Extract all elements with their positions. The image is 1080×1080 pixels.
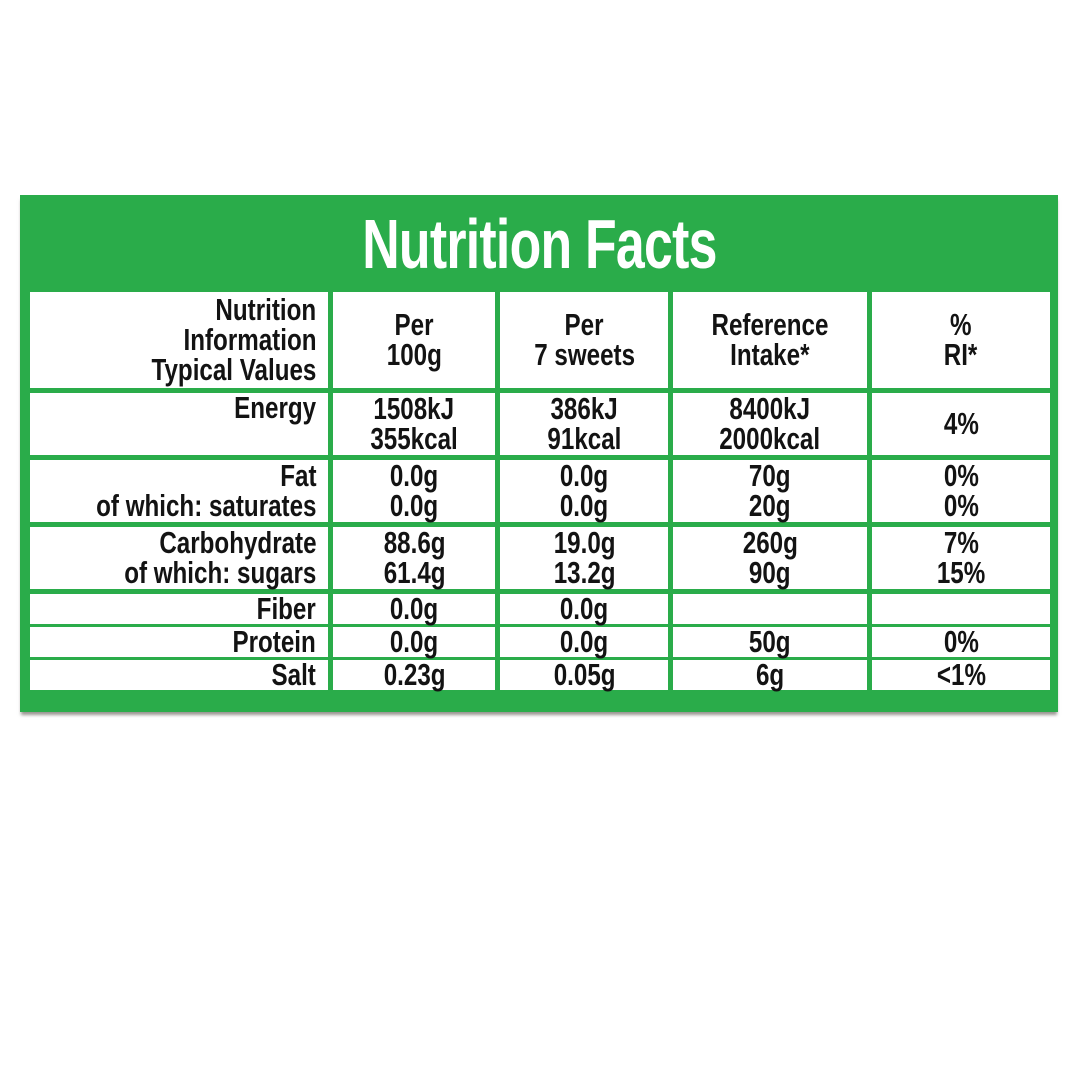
header-per-100g-line-2: 100g — [386, 337, 442, 372]
fiber-cell-reference-intake — [673, 594, 868, 624]
nutrition-facts-panel: Nutrition Facts Nutrition Information Typi… — [20, 195, 1058, 712]
carbohydrate-per-100g-line-2: 61.4g — [383, 555, 446, 590]
table-row-protein: Protein 0.0g 0.0g 50g 0% — [30, 624, 1050, 659]
table-row-salt: Salt 0.23g 0.05g 6g <1% — [30, 657, 1050, 692]
header-reference-intake-line-1: Reference — [711, 307, 829, 342]
protein-label-line-1: Protein — [232, 624, 317, 659]
protein-cell-reference-intake: 50g — [673, 624, 868, 659]
salt-cell-reference-intake: 6g — [673, 657, 868, 692]
fat-per-7-sweets-line-2: 0.0g — [560, 488, 609, 523]
fiber-label-line-1: Fiber — [257, 591, 317, 626]
salt-cell-percent-ri: <1% — [872, 657, 1050, 692]
fat-per-100g-line-1: 0.0g — [390, 458, 439, 493]
fat-label-line-2: of which: saturates — [95, 488, 317, 523]
fat-label-line-1: Fat — [279, 458, 317, 493]
fiber-cell-per-7-sweets: 0.0g — [500, 591, 669, 626]
energy-per-7-sweets-line-2: 91kcal — [547, 421, 622, 456]
energy-cell-per-100g: 1508kJ 355kcal — [333, 391, 496, 456]
fat-cell-per-7-sweets: 0.0g 0.0g — [500, 458, 669, 523]
header-cell-per-100g: Per 100g — [333, 292, 496, 388]
fat-percent-ri-line-1: 0% — [943, 458, 979, 493]
fiber-cell-label: Fiber — [30, 591, 329, 626]
fiber-cell-per-100g: 0.0g — [333, 591, 496, 626]
protein-cell-label: Protein — [30, 624, 329, 659]
title-band: Nutrition Facts — [20, 195, 1058, 292]
energy-per-7-sweets-line-1: 386kJ — [550, 391, 618, 426]
salt-reference-intake-line-1: 6g — [756, 657, 785, 692]
salt-percent-ri-line-1: <1% — [936, 657, 986, 692]
table-row-fiber: Fiber 0.0g 0.0g — [30, 591, 1050, 626]
fat-per-7-sweets-line-1: 0.0g — [560, 458, 609, 493]
fat-percent-ri-line-2: 0% — [943, 488, 979, 523]
carbohydrate-cell-label: Carbohydrate of which: sugars — [30, 525, 329, 590]
protein-cell-percent-ri: 0% — [872, 624, 1050, 659]
header-label-line-1: Nutrition — [215, 292, 317, 327]
header-cell-reference-intake: Reference Intake* — [673, 292, 868, 388]
salt-cell-label: Salt — [30, 657, 329, 692]
salt-cell-per-100g: 0.23g — [333, 657, 496, 692]
energy-cell-label: Energy — [30, 390, 329, 455]
header-percent-ri-line-1: % — [950, 307, 972, 342]
fat-cell-reference-intake: 70g 20g — [673, 458, 868, 523]
fiber-per-100g-line-1: 0.0g — [390, 591, 439, 626]
energy-cell-per-7-sweets: 386kJ 91kcal — [500, 391, 669, 456]
carbohydrate-percent-ri-line-2: 15% — [936, 555, 986, 590]
carbohydrate-per-100g-line-1: 88.6g — [383, 525, 446, 560]
protein-cell-per-100g: 0.0g — [333, 624, 496, 659]
carbohydrate-cell-per-7-sweets: 19.0g 13.2g — [500, 525, 669, 590]
energy-cell-reference-intake: 8400kJ 2000kcal — [673, 391, 868, 456]
header-cell-label: Nutrition Information Typical Values — [30, 292, 329, 388]
fiber-cell-percent-ri — [872, 594, 1050, 624]
energy-reference-intake-line-2: 2000kcal — [719, 421, 821, 456]
fat-cell-label: Fat of which: saturates — [30, 458, 329, 523]
salt-label-line-1: Salt — [271, 657, 317, 692]
table-row-energy: Energy 1508kJ 355kcal 386kJ 91kcal 8400kJ 2000… — [30, 390, 1050, 456]
table-row-header: Nutrition Information Typical Values Per 100… — [30, 292, 1050, 388]
header-per-7-sweets-line-1: Per — [564, 307, 604, 342]
energy-per-100g-line-1: 1508kJ — [373, 391, 455, 426]
carbohydrate-percent-ri-line-1: 7% — [943, 525, 979, 560]
carbohydrate-cell-reference-intake: 260g 90g — [673, 525, 868, 590]
fat-cell-percent-ri: 0% 0% — [872, 460, 1050, 522]
header-label-line-2: Information — [183, 322, 317, 357]
energy-percent-ri-line-1: 4% — [943, 406, 979, 441]
carbohydrate-label-line-2: of which: sugars — [124, 555, 317, 590]
energy-per-100g-line-2: 355kcal — [370, 421, 458, 456]
carbohydrate-per-7-sweets-line-2: 13.2g — [553, 555, 616, 590]
nutrition-table: Nutrition Information Typical Values Per 100… — [30, 292, 1050, 692]
salt-cell-per-7-sweets: 0.05g — [500, 657, 669, 692]
carbohydrate-reference-intake-line-1: 260g — [742, 525, 798, 560]
table-row-fat: Fat of which: saturates 0.0g 0.0g 0.0g 0.0g 70… — [30, 460, 1050, 522]
header-reference-intake-line-2: Intake* — [730, 337, 810, 372]
page-title: Nutrition Facts — [361, 204, 717, 283]
protein-percent-ri-line-1: 0% — [943, 624, 979, 659]
table-row-carbohydrate: Carbohydrate of which: sugars 88.6g 61.4g 19… — [30, 527, 1050, 589]
energy-label-line-1: Energy — [234, 390, 317, 425]
carbohydrate-label-line-1: Carbohydrate — [158, 525, 317, 560]
protein-per-7-sweets-line-1: 0.0g — [560, 624, 609, 659]
fat-per-100g-line-2: 0.0g — [390, 488, 439, 523]
energy-reference-intake-line-1: 8400kJ — [729, 391, 811, 426]
header-cell-per-7-sweets: Per 7 sweets — [500, 292, 669, 388]
fat-reference-intake-line-1: 70g — [749, 458, 791, 493]
protein-reference-intake-line-1: 50g — [749, 624, 791, 659]
carbohydrate-cell-percent-ri: 7% 15% — [872, 527, 1050, 589]
protein-cell-per-7-sweets: 0.0g — [500, 624, 669, 659]
fiber-per-7-sweets-line-1: 0.0g — [560, 591, 609, 626]
header-cell-percent-ri: % RI* — [872, 292, 1050, 388]
fat-reference-intake-line-2: 20g — [749, 488, 791, 523]
header-label-line-3: Typical Values — [151, 352, 317, 387]
protein-per-100g-line-1: 0.0g — [390, 624, 439, 659]
fat-cell-per-100g: 0.0g 0.0g — [333, 458, 496, 523]
carbohydrate-per-7-sweets-line-1: 19.0g — [553, 525, 616, 560]
carbohydrate-cell-per-100g: 88.6g 61.4g — [333, 525, 496, 590]
salt-per-7-sweets-line-1: 0.05g — [553, 657, 616, 692]
header-percent-ri-line-2: RI* — [944, 337, 978, 372]
carbohydrate-reference-intake-line-2: 90g — [749, 555, 791, 590]
header-per-7-sweets-line-2: 7 sweets — [533, 337, 635, 372]
energy-cell-percent-ri: 4% — [872, 393, 1050, 455]
salt-per-100g-line-1: 0.23g — [383, 657, 446, 692]
header-per-100g-line-1: Per — [394, 307, 434, 342]
